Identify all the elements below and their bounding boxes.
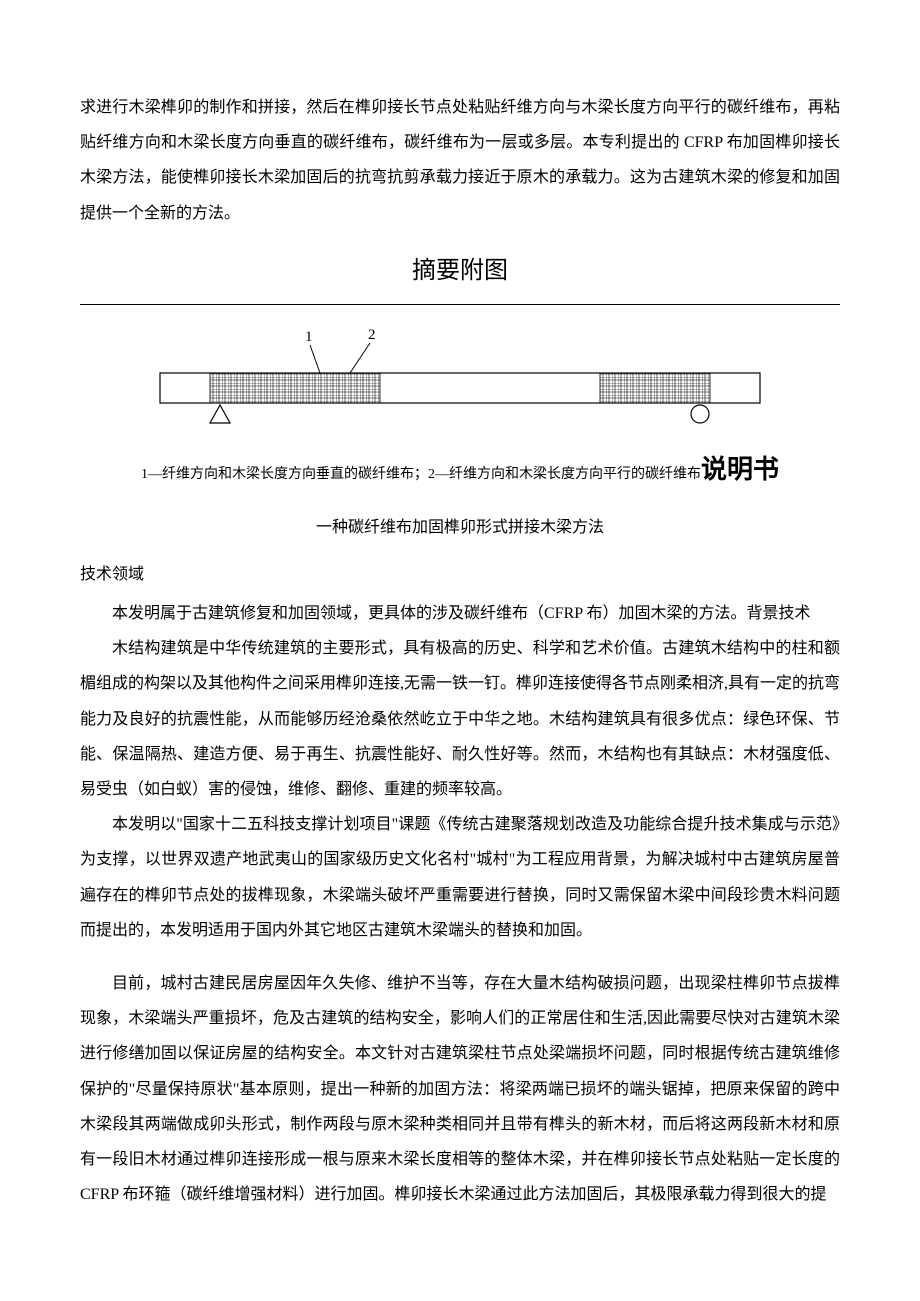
support-left-icon (210, 405, 230, 423)
figure-label-1: 1 (305, 329, 313, 345)
body-p1: 本发明属于古建筑修复和加固领域，更具体的涉及碳纤维布（CFRP 布）加固木梁的方… (80, 596, 840, 631)
support-right-icon (691, 405, 709, 423)
body-p4: 目前，城村古建民居房屋因年久失修、维护不当等，存在大量木结构破损问题，出现梁柱榫… (80, 966, 840, 1212)
spec-heading-inline: 说明书 (701, 455, 779, 484)
beam-figure: 1 2 (80, 323, 840, 433)
intro-paragraph: 求进行木梁榫卯的制作和拼接，然后在榫卯接长节点处粘贴纤维方向与木梁长度方向平行的… (80, 90, 840, 231)
body-text: 本发明属于古建筑修复和加固领域，更具体的涉及碳纤维布（CFRP 布）加固木梁的方… (80, 596, 840, 1212)
beam-diagram-svg: 1 2 (150, 323, 770, 433)
invention-subtitle: 一种碳纤维布加固榫卯形式拼接木梁方法 (80, 510, 840, 545)
figure-label-2: 2 (368, 327, 376, 343)
body-p2: 木结构建筑是中华传统建筑的主要形式，具有极高的历史、科学和艺术价值。古建筑木结构… (80, 631, 840, 807)
body-p3: 本发明以"国家十二五科技支撑计划项目"课题《传统古建聚落规划改造及功能综合提升技… (80, 807, 840, 948)
tech-field-label: 技术领域 (80, 557, 840, 592)
abstract-figure-title: 摘要附图 (80, 245, 840, 298)
figure-caption: 1—纤维方向和木梁长度方向垂直的碳纤维布；2—纤维方向和木梁长度方向平行的碳纤维… (80, 441, 840, 498)
figure-caption-text: 1—纤维方向和木梁长度方向垂直的碳纤维布；2—纤维方向和木梁长度方向平行的碳纤维… (141, 467, 701, 482)
divider (80, 304, 840, 305)
